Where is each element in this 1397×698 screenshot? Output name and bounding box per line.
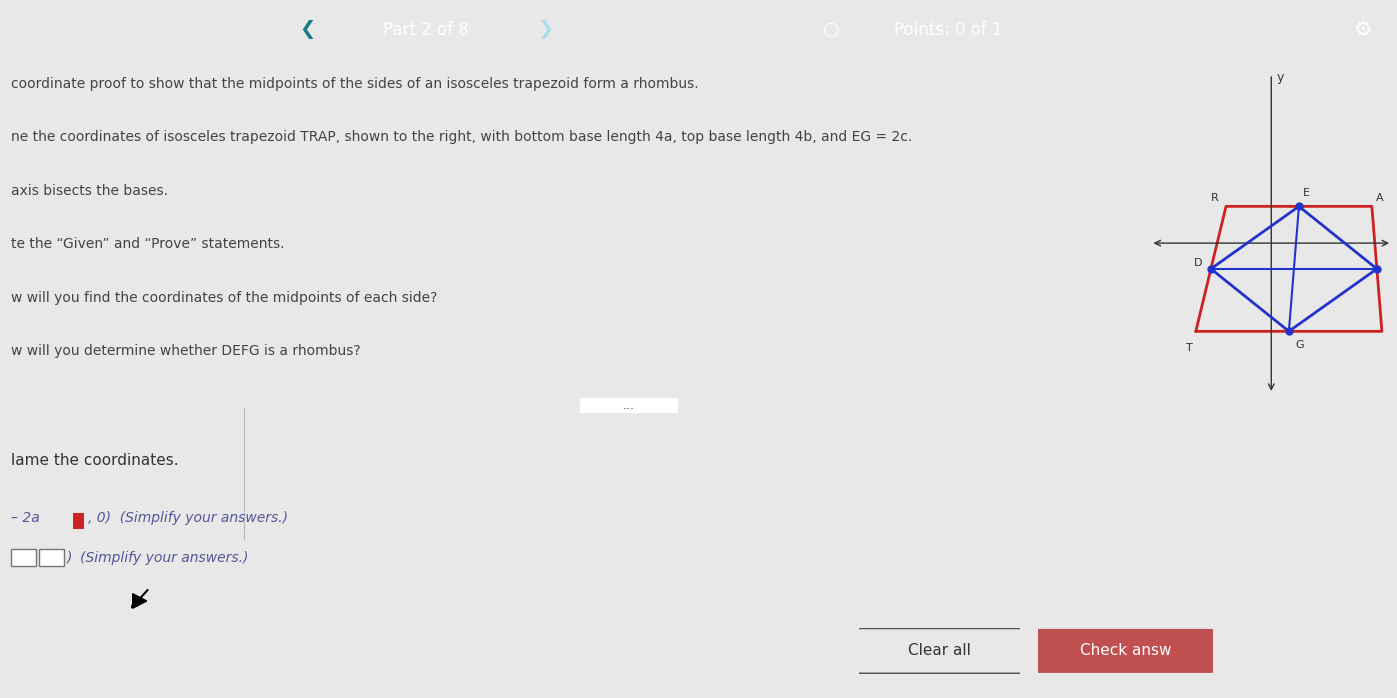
Bar: [73, 514, 84, 528]
Text: w will you determine whether DEFG is a rhombus?: w will you determine whether DEFG is a r…: [11, 344, 360, 358]
Text: A: A: [1376, 193, 1383, 202]
Text: , 0)  (Simplify your answers.): , 0) (Simplify your answers.): [88, 512, 288, 526]
Text: ○: ○: [823, 20, 840, 39]
Text: te the “Given” and “Prove” statements.: te the “Given” and “Prove” statements.: [11, 237, 285, 251]
Bar: [39, 549, 64, 566]
Text: lame the coordinates.: lame the coordinates.: [11, 453, 179, 468]
Text: w will you find the coordinates of the midpoints of each side?: w will you find the coordinates of the m…: [11, 291, 437, 305]
Text: coordinate proof to show that the midpoints of the sides of an isosceles trapezo: coordinate proof to show that the midpoi…: [11, 77, 698, 91]
Text: E: E: [1303, 188, 1310, 198]
Polygon shape: [133, 594, 147, 608]
Text: axis bisects the bases.: axis bisects the bases.: [11, 184, 168, 198]
FancyBboxPatch shape: [849, 628, 1030, 674]
Text: – 2a: – 2a: [11, 512, 41, 526]
FancyBboxPatch shape: [1032, 630, 1218, 672]
Text: Check answ: Check answ: [1080, 644, 1171, 658]
Text: ...: ...: [623, 399, 634, 412]
Text: ⚙: ⚙: [1352, 20, 1372, 40]
FancyBboxPatch shape: [576, 397, 682, 414]
Text: )  (Simplify your answers.): ) (Simplify your answers.): [67, 551, 250, 565]
Text: Points: 0 of 1: Points: 0 of 1: [894, 21, 1003, 38]
Text: ❯: ❯: [536, 20, 553, 39]
Text: T: T: [1186, 343, 1193, 352]
Text: Part 2 of 8: Part 2 of 8: [383, 21, 469, 38]
Text: D: D: [1194, 258, 1203, 268]
Text: ne the coordinates of isosceles trapezoid TRAP, shown to the right, with bottom : ne the coordinates of isosceles trapezoi…: [11, 130, 912, 144]
Text: R: R: [1211, 193, 1218, 202]
Bar: [11, 549, 36, 566]
Text: Clear all: Clear all: [908, 644, 971, 658]
Text: ❮: ❮: [299, 20, 316, 39]
Text: G: G: [1295, 339, 1305, 350]
Text: y: y: [1277, 71, 1284, 84]
